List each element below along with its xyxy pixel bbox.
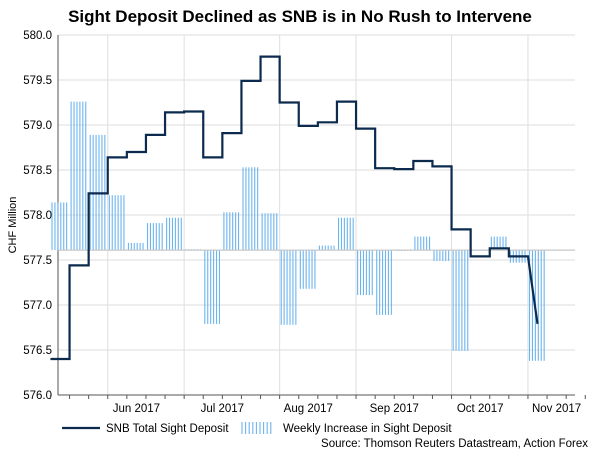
legend-bar-swatch bbox=[241, 422, 272, 434]
x-tick-label: Aug 2017 bbox=[284, 403, 333, 415]
legend-bar-label: Weekly Increase in Sight Deposit bbox=[283, 423, 452, 435]
y-tick-label: 576.5 bbox=[23, 345, 52, 357]
y-tick-label: 578.5 bbox=[23, 165, 52, 177]
bar bbox=[204, 250, 221, 324]
bar bbox=[166, 217, 182, 251]
bar-series bbox=[51, 101, 575, 361]
y-tick-label: 577.0 bbox=[23, 300, 52, 312]
grid bbox=[57, 34, 575, 396]
bar bbox=[127, 242, 144, 251]
bar bbox=[146, 223, 163, 251]
bar bbox=[357, 250, 373, 296]
bar bbox=[452, 250, 469, 351]
bar bbox=[223, 212, 240, 251]
x-tick-label: Oct 2017 bbox=[457, 403, 504, 415]
bar bbox=[242, 167, 259, 251]
bar bbox=[433, 250, 450, 261]
line-series bbox=[50, 55, 539, 361]
y-tick-label: 576.0 bbox=[23, 390, 52, 402]
bar bbox=[261, 213, 278, 251]
bar bbox=[414, 236, 431, 251]
bar bbox=[376, 250, 392, 315]
x-axis: Jun 2017 Jul 2017 Aug 2017 Sep 2017 Oct 2017… bbox=[49, 395, 586, 415]
bar bbox=[51, 202, 68, 251]
x-tick-label: Sep 2017 bbox=[370, 403, 419, 415]
bar bbox=[337, 217, 354, 251]
x-tick-label: Nov 2017 bbox=[532, 403, 581, 415]
y-tick-label: 580.0 bbox=[23, 30, 52, 42]
bar bbox=[318, 245, 335, 251]
deposit-line bbox=[50, 55, 539, 361]
legend: SNB Total Sight Deposit Weekly Increase … bbox=[62, 422, 452, 435]
x-tick-label: Jul 2017 bbox=[201, 403, 244, 415]
chart-title: Sight Deposit Declined as SNB is in No R… bbox=[68, 7, 532, 26]
bar bbox=[70, 101, 87, 251]
bar bbox=[299, 250, 316, 289]
y-tick-label: 579.0 bbox=[23, 120, 52, 132]
source-note: Source: Thomson Reuters Datastream, Acti… bbox=[321, 438, 588, 450]
y-axis: 580.0 579.5 579.0 578.5 578.0 577.5 577.0 576.5… bbox=[23, 30, 52, 402]
y-axis-label: CHF Million bbox=[7, 197, 19, 254]
legend-line-label: SNB Total Sight Deposit bbox=[106, 423, 229, 435]
bar bbox=[280, 250, 297, 325]
y-tick-label: 579.5 bbox=[23, 75, 52, 87]
y-tick-label: 577.5 bbox=[23, 255, 52, 267]
x-tick-label: Jun 2017 bbox=[113, 403, 160, 415]
y-tick-label: 578.0 bbox=[23, 210, 52, 222]
bar bbox=[108, 195, 125, 251]
bar bbox=[528, 250, 545, 361]
